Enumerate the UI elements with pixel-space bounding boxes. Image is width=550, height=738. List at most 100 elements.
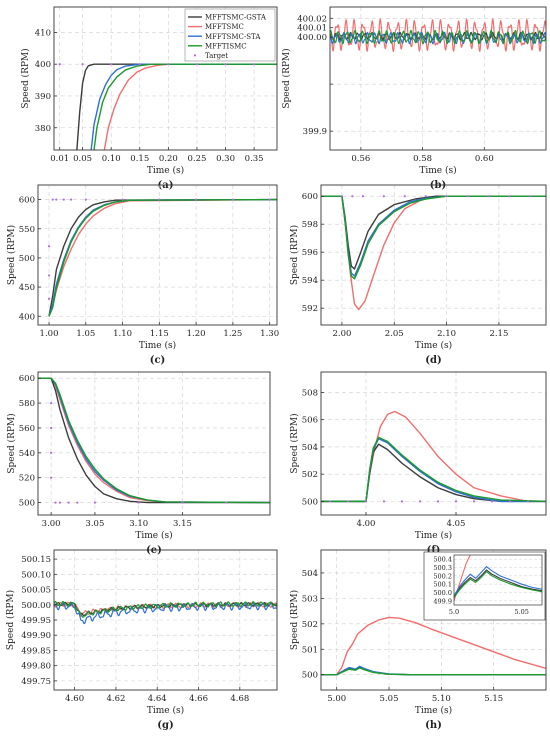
y-tick-label: 504 bbox=[302, 443, 318, 453]
x-axis-label: Time (s) bbox=[415, 705, 452, 716]
series-line-mfftismc bbox=[321, 195, 546, 280]
x-axis-label: Time (s) bbox=[139, 340, 176, 351]
plot-frame bbox=[320, 549, 547, 691]
x-tick-label: 0.01 bbox=[50, 154, 69, 164]
y-axis-label: Speed (RPM) bbox=[6, 413, 17, 473]
grid-e bbox=[38, 372, 270, 515]
inset-series-line-mfftsmc-sta bbox=[454, 565, 542, 597]
grid-d bbox=[321, 185, 546, 325]
x-tick-label: 4.62 bbox=[106, 694, 125, 704]
y-tick-label: 600 bbox=[19, 196, 35, 206]
target-point bbox=[351, 195, 354, 198]
x-tick-label: 0.15 bbox=[130, 154, 149, 164]
series-group-b bbox=[330, 18, 546, 53]
panel-caption: (g) bbox=[157, 720, 173, 731]
target-point bbox=[137, 501, 140, 504]
inset-y-tick-label: 500.2 bbox=[433, 572, 452, 580]
target-point bbox=[328, 500, 332, 503]
series-line-mfftismc bbox=[330, 29, 546, 45]
y-axis-label: Speed (RPM) bbox=[5, 590, 16, 650]
target-point bbox=[268, 198, 271, 201]
x-tick-label: 1.20 bbox=[187, 329, 206, 339]
legend-entry-target: Target bbox=[205, 52, 228, 60]
y-tick-label: 508 bbox=[302, 388, 318, 398]
x-axis-label: Time (s) bbox=[135, 530, 172, 541]
panel-h: 5.00 5.05 5.10 5.15 500 501 502 503 504 Time (s) S… bbox=[289, 549, 547, 731]
target-point bbox=[110, 63, 113, 66]
inset-y-tick-label: 500.1 bbox=[433, 581, 452, 589]
target-point bbox=[403, 195, 406, 198]
series-line-mfftsmc-sta bbox=[321, 195, 546, 277]
series-line-mfftismc bbox=[321, 667, 546, 676]
target-point bbox=[436, 500, 440, 503]
y-tick-label: 503 bbox=[302, 594, 318, 604]
target-point bbox=[50, 451, 53, 454]
grid-c bbox=[38, 185, 277, 325]
x-tick-label: 4.68 bbox=[230, 694, 249, 704]
panel-caption: (f) bbox=[427, 545, 441, 556]
series-line-mfftsmc bbox=[103, 63, 277, 150]
y-tick-label: 399.9 bbox=[303, 127, 327, 137]
target-point bbox=[81, 63, 84, 66]
target-point bbox=[181, 501, 184, 504]
target-point bbox=[62, 198, 65, 201]
y-axis-label: Speed (RPM) bbox=[20, 48, 31, 108]
panel-caption: (c) bbox=[150, 355, 166, 366]
y-tick-label: 400 bbox=[19, 312, 35, 322]
x-tick-label: 0.58 bbox=[413, 154, 432, 164]
series-line-mfftsmc bbox=[38, 377, 270, 504]
target-point bbox=[195, 198, 198, 201]
target-point bbox=[76, 501, 79, 504]
inset-background bbox=[423, 551, 546, 621]
y-tick-label: 594 bbox=[302, 276, 318, 286]
target-point bbox=[47, 274, 51, 277]
target-point bbox=[55, 198, 58, 201]
target-point bbox=[472, 500, 476, 503]
inset-y-tick-label: 500.4 bbox=[433, 556, 452, 564]
y-tick-label: 400.01 bbox=[297, 24, 327, 34]
panel-g: 4.60 4.62 4.64 4.66 4.68 499.75 499.80 499.85 49… bbox=[5, 549, 278, 731]
x-tick-label: 4.64 bbox=[148, 694, 167, 704]
y-tick-label: 499.90 bbox=[21, 631, 51, 641]
x-tick-label: 0.10 bbox=[102, 154, 121, 164]
target-point bbox=[361, 195, 364, 198]
y-tick-label: 500.05 bbox=[21, 586, 51, 596]
panel-c: 1.00 1.05 1.10 1.15 1.20 1.25 1.30 400 450 500 550… bbox=[6, 184, 279, 366]
x-tick-label: 5.00 bbox=[327, 694, 346, 704]
target-point bbox=[400, 500, 404, 503]
x-tick-label: 0.35 bbox=[245, 154, 264, 164]
inset-frame bbox=[453, 554, 543, 606]
target-point bbox=[526, 500, 530, 503]
y-tick-label: 600 bbox=[302, 192, 318, 202]
target-point bbox=[224, 63, 227, 66]
x-tick-label: 1.00 bbox=[40, 329, 59, 339]
target-point bbox=[382, 195, 385, 198]
x-tick-label: 2.10 bbox=[437, 329, 456, 339]
series-group-e bbox=[38, 377, 270, 504]
target-point bbox=[253, 63, 256, 66]
x-tick-label: 0.56 bbox=[351, 154, 370, 164]
target-point bbox=[466, 195, 469, 198]
y-tick-label: 596 bbox=[302, 248, 318, 258]
y-axis-label: Speed (RPM) bbox=[289, 590, 300, 650]
y-tick-label: 506 bbox=[302, 416, 318, 426]
plot-frame bbox=[37, 371, 271, 516]
target-point bbox=[454, 500, 458, 503]
x-tick-label: 1.30 bbox=[260, 329, 279, 339]
x-tick-label: 4.05 bbox=[447, 519, 466, 529]
x-tick-label: 2.05 bbox=[385, 329, 404, 339]
series-line-mfftsmc-gsta bbox=[38, 377, 270, 504]
target-point bbox=[382, 500, 386, 503]
legend-entry-mfftsmc: MFFTSMC bbox=[205, 23, 244, 31]
y-tick-label: 598 bbox=[302, 220, 318, 230]
series-line-mfftismc bbox=[54, 600, 277, 618]
target-point bbox=[54, 501, 57, 504]
plot-frame bbox=[329, 6, 547, 151]
target-point bbox=[364, 500, 368, 503]
y-tick-label: 400.02 bbox=[297, 14, 327, 24]
legend-swatch bbox=[193, 54, 197, 57]
target-point bbox=[490, 500, 494, 503]
panel-a: 0.01 0.05 0.10 0.15 0.20 0.25 0.30 0.35 380 390 40… bbox=[20, 6, 278, 191]
